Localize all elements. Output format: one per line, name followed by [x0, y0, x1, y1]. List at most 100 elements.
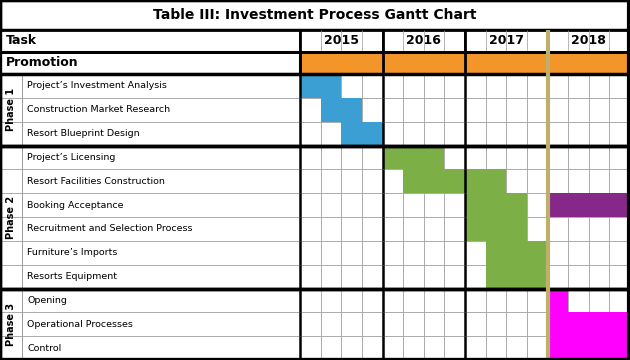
Bar	[465, 288, 486, 312]
Bar	[589, 74, 609, 98]
Bar	[22, 98, 300, 122]
Bar	[444, 288, 465, 312]
Text: Phase 3: Phase 3	[6, 303, 16, 346]
Bar	[465, 217, 527, 241]
Bar	[341, 98, 362, 122]
Bar	[362, 241, 382, 265]
Text: Control: Control	[27, 343, 61, 352]
Bar	[444, 98, 465, 122]
Bar	[589, 265, 609, 288]
Bar	[547, 312, 630, 336]
Bar	[424, 169, 444, 193]
Bar	[362, 145, 382, 169]
Bar	[609, 169, 630, 193]
Bar	[507, 52, 527, 74]
Bar	[465, 312, 486, 336]
Bar	[300, 288, 321, 312]
Bar	[300, 169, 321, 193]
Bar	[444, 122, 465, 145]
Bar	[341, 265, 362, 288]
Text: Project’s Licensing: Project’s Licensing	[27, 153, 115, 162]
Bar	[403, 169, 507, 193]
Text: Project’s Investment Analysis: Project’s Investment Analysis	[27, 81, 167, 90]
Bar	[321, 217, 341, 241]
Bar	[568, 74, 589, 98]
Bar	[507, 217, 527, 241]
Bar	[0, 336, 22, 360]
Bar	[341, 74, 362, 98]
Bar	[362, 169, 382, 193]
Bar	[300, 145, 321, 169]
Bar	[547, 265, 568, 288]
Bar	[486, 336, 507, 360]
Bar	[403, 265, 424, 288]
Bar	[444, 169, 465, 193]
Bar	[22, 265, 300, 288]
Bar	[341, 312, 362, 336]
Bar	[589, 98, 609, 122]
Bar	[0, 241, 22, 265]
Bar	[382, 241, 403, 265]
Bar	[589, 217, 609, 241]
Bar	[300, 265, 321, 288]
Bar	[424, 145, 444, 169]
Bar	[589, 193, 609, 217]
Text: Task: Task	[6, 35, 37, 48]
Bar	[300, 193, 321, 217]
Bar	[465, 122, 486, 145]
Text: Phase 1: Phase 1	[6, 88, 16, 131]
Bar	[547, 193, 630, 217]
Text: Promotion: Promotion	[6, 57, 79, 69]
Bar	[341, 217, 362, 241]
Bar	[486, 312, 507, 336]
Bar	[362, 336, 382, 360]
Bar	[486, 122, 507, 145]
Bar	[341, 122, 382, 145]
Bar	[609, 336, 630, 360]
Bar	[0, 52, 300, 74]
Bar	[589, 241, 609, 265]
Bar	[568, 312, 589, 336]
Bar	[424, 74, 444, 98]
Bar	[321, 52, 341, 74]
Text: Opening: Opening	[27, 296, 67, 305]
Bar	[609, 241, 630, 265]
Bar	[507, 265, 527, 288]
Bar	[424, 52, 444, 74]
Text: Table III: Investment Process Gantt Chart: Table III: Investment Process Gantt Char…	[153, 8, 477, 22]
Bar	[382, 217, 403, 241]
Bar	[300, 52, 630, 74]
Bar	[568, 169, 589, 193]
Bar	[444, 217, 465, 241]
Bar	[507, 122, 527, 145]
Bar	[382, 122, 403, 145]
Bar	[0, 169, 22, 193]
Text: Resort Blueprint Design: Resort Blueprint Design	[27, 129, 140, 138]
Bar	[0, 30, 300, 52]
Bar	[341, 122, 362, 145]
Bar	[486, 217, 507, 241]
Bar	[465, 193, 527, 217]
Bar	[362, 193, 382, 217]
Bar	[568, 217, 589, 241]
Bar	[300, 312, 321, 336]
Bar	[321, 312, 341, 336]
Bar	[0, 122, 22, 145]
Bar	[507, 241, 527, 265]
Text: Construction Market Research: Construction Market Research	[27, 105, 170, 114]
Bar	[609, 74, 630, 98]
Bar	[486, 241, 507, 265]
Bar	[609, 265, 630, 288]
Bar	[507, 145, 527, 169]
Bar	[341, 241, 362, 265]
Bar	[465, 52, 486, 74]
Bar	[424, 193, 444, 217]
Bar	[0, 0, 630, 30]
Bar	[444, 193, 465, 217]
Text: 2015: 2015	[324, 35, 358, 48]
Text: 2017: 2017	[489, 35, 524, 48]
Bar	[568, 52, 589, 74]
Bar	[486, 74, 507, 98]
Bar	[444, 312, 465, 336]
Text: Furniture’s Imports: Furniture’s Imports	[27, 248, 117, 257]
